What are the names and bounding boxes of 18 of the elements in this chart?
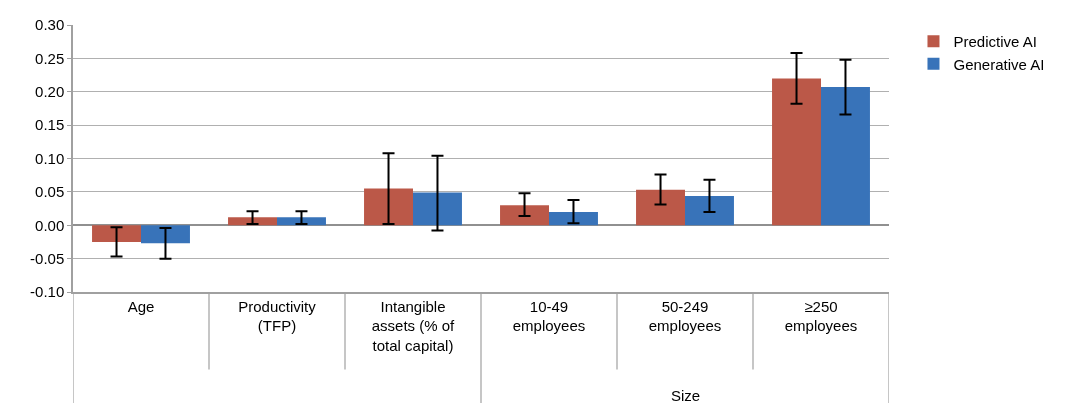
y-tick-label: 0.05 [35,183,65,201]
y-tick-label: 0.00 [35,216,65,234]
text: Size [671,387,701,403]
x-tick-label: ≥250 employees [784,297,858,335]
y-tick-label: 0.10 [35,149,65,167]
x-tick-label: Productivity (TFP) [238,297,317,335]
y-tick-label: 0.25 [35,49,65,67]
x-tick-label: Age [127,297,155,315]
y-tick-label: 0.15 [35,116,65,134]
y-tick-label: -0.05 [30,249,65,267]
y-tick-label: -0.10 [30,283,65,301]
x-tick-label: 10-49 employees [512,297,586,335]
y-tick-label: 0.30 [35,16,65,34]
legend-label: Predictive AI [953,33,1037,51]
x-tick-label: 50-249 employees [648,297,722,335]
y-tick-label: 0.20 [35,83,65,100]
legend-label: Generative AI [953,55,1045,73]
x-tick-label: Intangible assets (% of total capital) [371,297,456,354]
